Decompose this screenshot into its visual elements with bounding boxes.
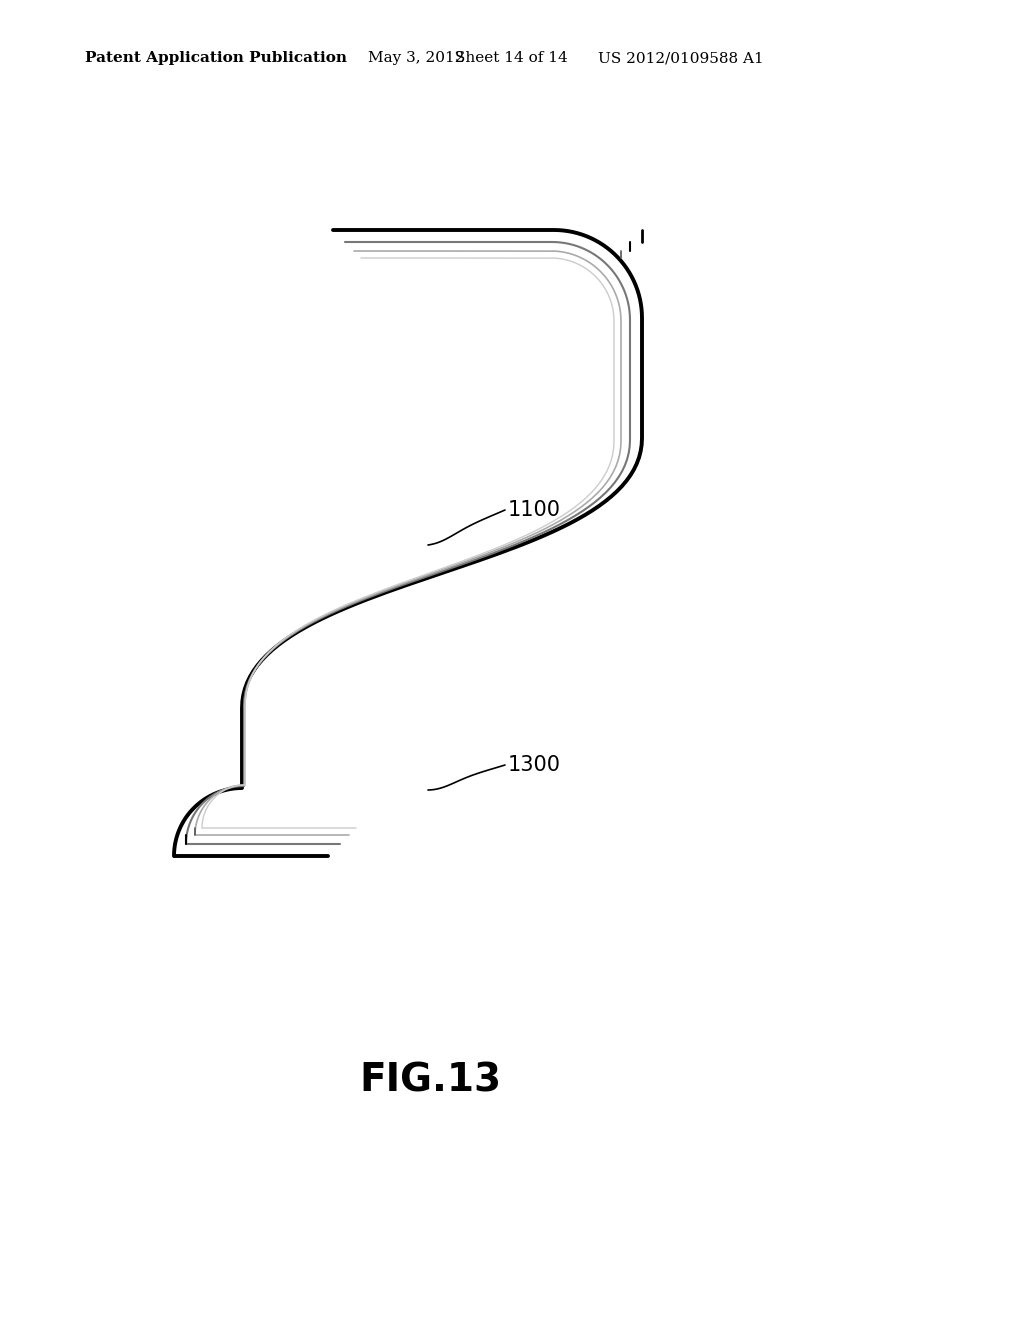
- Text: US 2012/0109588 A1: US 2012/0109588 A1: [598, 51, 764, 65]
- Text: 1100: 1100: [508, 500, 561, 520]
- Text: 1300: 1300: [508, 755, 561, 775]
- Text: FIG.13: FIG.13: [359, 1061, 501, 1100]
- Text: Sheet 14 of 14: Sheet 14 of 14: [455, 51, 567, 65]
- Text: May 3, 2012: May 3, 2012: [368, 51, 465, 65]
- Text: Patent Application Publication: Patent Application Publication: [85, 51, 347, 65]
